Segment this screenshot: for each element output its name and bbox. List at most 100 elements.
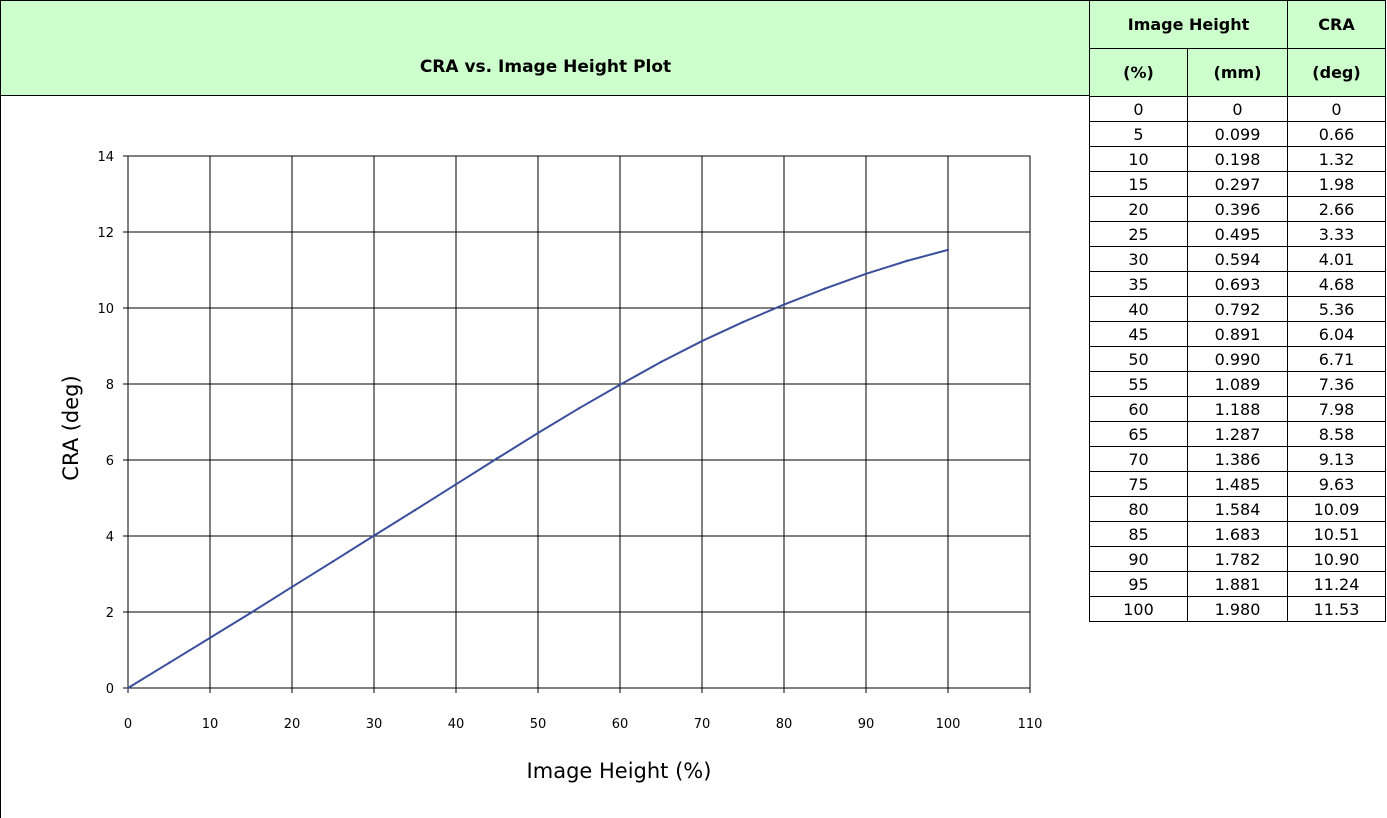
cell-percent: 60 (1089, 396, 1188, 422)
cell-mm: 0.198 (1187, 146, 1288, 172)
data-point (536, 431, 540, 435)
cell-deg: 0.66 (1287, 121, 1386, 147)
cra-chart: 0 10 20 30 40 50 60 70 80 90 100 110 0 2 4 6 8 10 12 14 Imag… (59, 150, 1043, 783)
y-axis-label: CRA (deg) (59, 375, 83, 480)
y-tick-label: 4 (106, 530, 114, 545)
cell-percent: 25 (1089, 221, 1188, 247)
x-tick-label: 20 (284, 717, 301, 732)
cell-deg: 7.36 (1287, 371, 1386, 397)
cell-mm: 0 (1187, 96, 1288, 122)
title-band: CRA vs. Image Height Plot (0, 0, 1090, 96)
y-tick-label: 8 (106, 378, 114, 393)
data-point (577, 407, 581, 410)
data-point (413, 508, 417, 512)
table-row: 45 0.891 6.04 (1089, 321, 1386, 347)
cell-deg: 8.58 (1287, 421, 1386, 447)
data-point (741, 320, 745, 324)
table-row: 65 1.287 8.58 (1089, 421, 1386, 447)
y-tick-label: 6 (106, 454, 114, 469)
cell-mm: 0.693 (1187, 271, 1288, 297)
header-mm: (mm) (1187, 48, 1288, 97)
cell-mm: 1.386 (1187, 446, 1288, 472)
table-row: 5 0.099 0.66 (1089, 121, 1386, 147)
data-point (249, 611, 253, 614)
x-tick-label: 110 (1018, 717, 1043, 732)
cell-percent: 70 (1089, 446, 1188, 472)
table-row: 50 0.990 6.71 (1089, 346, 1386, 372)
cell-mm: 0.891 (1187, 321, 1288, 347)
data-point (618, 383, 622, 386)
cell-mm: 1.683 (1187, 521, 1288, 547)
cell-deg: 0 (1287, 96, 1386, 122)
table-row: 75 1.485 9.63 (1089, 471, 1386, 497)
x-tick-label: 50 (530, 717, 547, 732)
cell-deg: 2.66 (1287, 196, 1386, 222)
cell-mm: 0.396 (1187, 196, 1288, 222)
cell-percent: 30 (1089, 246, 1188, 272)
table-row: 40 0.792 5.36 (1089, 296, 1386, 322)
data-point (782, 303, 786, 306)
cell-mm: 1.287 (1187, 421, 1288, 447)
cell-mm: 0.099 (1187, 121, 1288, 147)
data-point (454, 483, 458, 486)
x-tick-label: 0 (124, 717, 132, 732)
cell-deg: 5.36 (1287, 296, 1386, 322)
table-row: 15 0.297 1.98 (1089, 171, 1386, 197)
table-row: 60 1.188 7.98 (1089, 396, 1386, 422)
data-point (659, 360, 663, 364)
table-row: 70 1.386 9.13 (1089, 446, 1386, 472)
header-cra: CRA (1287, 0, 1386, 49)
data-point (290, 585, 294, 589)
header-deg: (deg) (1287, 48, 1386, 97)
cell-percent: 85 (1089, 521, 1188, 547)
cell-mm: 1.188 (1187, 396, 1288, 422)
cell-deg: 11.53 (1287, 596, 1386, 622)
cell-percent: 35 (1089, 271, 1188, 297)
chart-panel: CRA vs. Image Height Plot 0 10 20 30 40 50 60 7… (0, 0, 1090, 818)
x-tick-label: 60 (612, 717, 629, 732)
cell-percent: 65 (1089, 421, 1188, 447)
cell-mm: 0.792 (1187, 296, 1288, 322)
cell-deg: 9.63 (1287, 471, 1386, 497)
data-point (946, 248, 950, 252)
cell-percent: 95 (1089, 571, 1188, 597)
table-row: 10 0.198 1.32 (1089, 146, 1386, 172)
data-point (331, 560, 335, 563)
table-row: 25 0.495 3.33 (1089, 221, 1386, 247)
table-row: 55 1.089 7.36 (1089, 371, 1386, 397)
cell-percent: 45 (1089, 321, 1188, 347)
data-point (905, 259, 909, 263)
cell-mm: 1.584 (1187, 496, 1288, 522)
y-tick-label: 2 (106, 606, 114, 621)
x-tick-label: 80 (776, 717, 793, 732)
cell-deg: 10.09 (1287, 496, 1386, 522)
cell-percent: 5 (1089, 121, 1188, 147)
panel-border (0, 96, 1, 818)
cell-mm: 0.594 (1187, 246, 1288, 272)
cell-percent: 15 (1089, 171, 1188, 197)
header-percent: (%) (1089, 48, 1188, 97)
data-point (864, 272, 868, 275)
cell-percent: 75 (1089, 471, 1188, 497)
cell-deg: 9.13 (1287, 446, 1386, 472)
cell-percent: 40 (1089, 296, 1188, 322)
cell-percent: 90 (1089, 546, 1188, 572)
header-image-height: Image Height (1089, 0, 1288, 49)
cell-deg: 3.33 (1287, 221, 1386, 247)
cell-deg: 1.32 (1287, 146, 1386, 172)
data-point (823, 287, 827, 290)
x-tick-label: 30 (366, 717, 383, 732)
table-row: 90 1.782 10.90 (1089, 546, 1386, 572)
cell-mm: 0.990 (1187, 346, 1288, 372)
cell-mm: 0.297 (1187, 171, 1288, 197)
cell-deg: 6.04 (1287, 321, 1386, 347)
cell-percent: 55 (1089, 371, 1188, 397)
cell-mm: 1.782 (1187, 546, 1288, 572)
data-point (372, 534, 376, 537)
cell-mm: 1.485 (1187, 471, 1288, 497)
chart-title: CRA vs. Image Height Plot (419, 57, 672, 77)
x-tick-label: 10 (202, 717, 219, 732)
cell-deg: 7.98 (1287, 396, 1386, 422)
table-row: 100 1.980 11.53 (1089, 596, 1386, 622)
